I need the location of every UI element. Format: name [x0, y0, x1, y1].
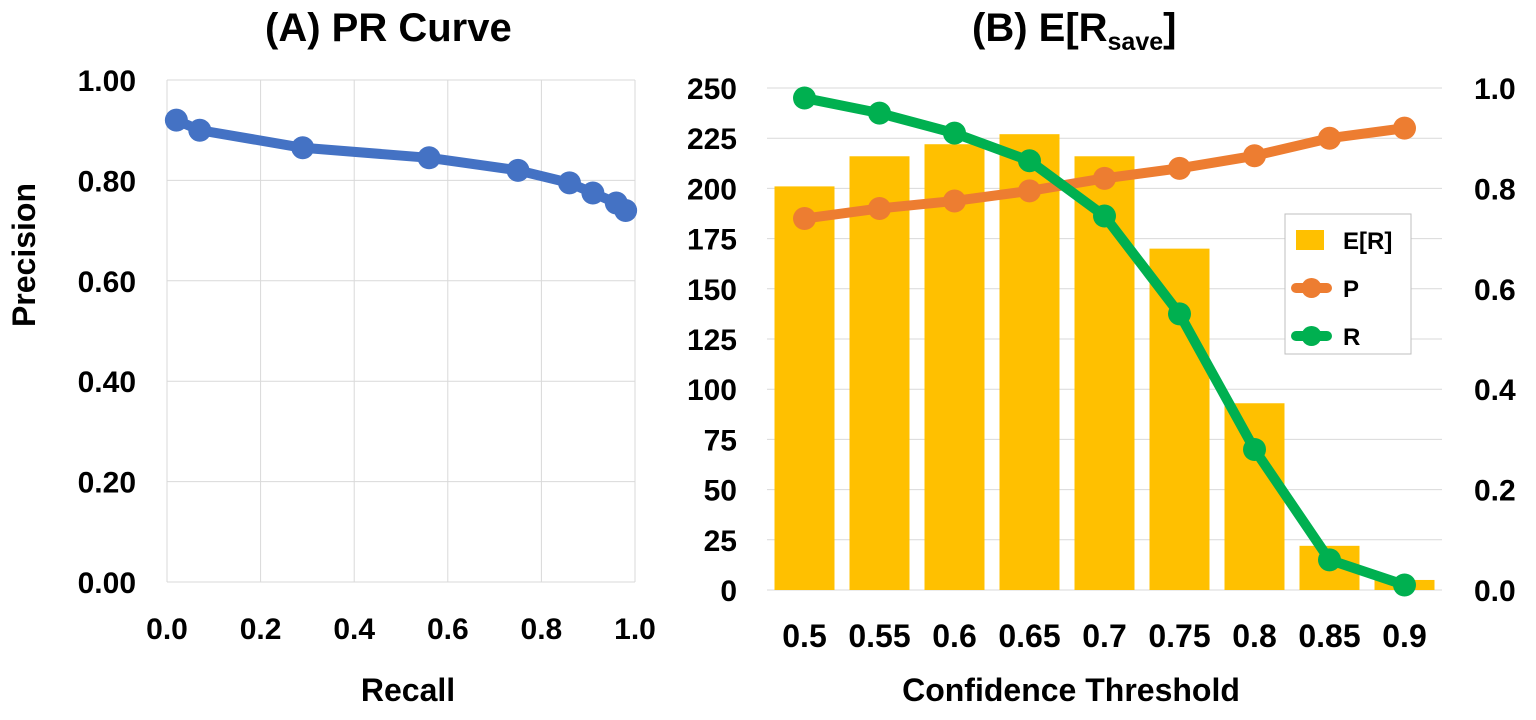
chart-b-y2-tick-label: 0.6: [1474, 274, 1516, 307]
chart-b-point-p: [1318, 126, 1341, 150]
chart-b-point-p: [868, 196, 891, 220]
chart-b-legend-label: P: [1343, 276, 1359, 303]
chart-b-legend-label: R: [1343, 324, 1360, 351]
chart-b-point-r: [868, 101, 891, 125]
chart-b-point-r: [943, 121, 966, 145]
chart-b-bar: [999, 134, 1060, 590]
chart-b-point-p: [1018, 179, 1041, 203]
chart-a-x-tick-label: 1.0: [614, 613, 656, 646]
chart-b-point-p: [793, 207, 816, 231]
chart-b-y2-tick-label: 1.0: [1474, 73, 1516, 106]
chart-b-y2-tick-label: 0.8: [1474, 173, 1516, 206]
chart-b-point-p: [1393, 116, 1416, 140]
chart-b-point-r: [1018, 149, 1041, 173]
chart-b-y-tick-label: 100: [687, 374, 737, 407]
chart-b-point-p: [943, 189, 966, 213]
chart-b-x-tick-label: 0.55: [848, 618, 910, 654]
chart-a-y-tick-label: 0.00: [78, 567, 136, 600]
chart-b-x-tick-label: 0.7: [1082, 618, 1126, 654]
chart-a-y-tick-label: 0.80: [78, 165, 136, 198]
chart-a-y-tick-label: 0.40: [78, 366, 136, 399]
chart-b-x-tick-label: 0.65: [998, 618, 1060, 654]
chart-b-y-tick-label: 250: [687, 73, 737, 106]
chart-b-y-tick-label: 225: [687, 123, 737, 156]
chart-a-x-tick-label: 0.2: [240, 613, 282, 646]
chart-b-point-r: [793, 86, 816, 110]
chart-b-bar: [924, 144, 985, 590]
chart-b-x-tick-label: 0.75: [1148, 618, 1210, 654]
chart-a-data-point: [291, 136, 315, 160]
chart-a-x-tick-label: 0.0: [146, 613, 188, 646]
chart-b-point-r: [1393, 573, 1416, 597]
chart-b-x-tick-label: 0.85: [1298, 618, 1360, 654]
chart-b-legend-label: E[R]: [1343, 228, 1392, 255]
chart-b-x-tick-label: 0.8: [1232, 618, 1276, 654]
chart-b-y-tick-label: 150: [687, 274, 737, 307]
chart-b-title-end: ]: [1163, 6, 1177, 50]
chart-b-title: (B) E[Rsave]: [972, 6, 1176, 57]
chart-b-legend-swatch-marker: [1301, 278, 1322, 298]
chart-b-bar: [1224, 403, 1285, 590]
chart-a-data-point: [164, 108, 188, 132]
chart-b-title-main: (B) E[R: [972, 6, 1108, 50]
chart-b-x-tick-label: 0.9: [1382, 618, 1426, 654]
chart-b-bar: [1149, 248, 1210, 590]
chart-a-x-tick-label: 0.8: [521, 613, 563, 646]
chart-a-data-point: [506, 158, 530, 182]
chart-a-data-point: [188, 118, 212, 142]
chart-b-legend-swatch-bar: [1296, 230, 1324, 250]
chart-b-legend-swatch-marker: [1301, 326, 1322, 346]
chart-b-y-tick-label: 25: [704, 525, 737, 558]
chart-b-title-sub: save: [1107, 28, 1164, 56]
chart-b-y-tick-label: 200: [687, 173, 737, 206]
chart-b-point-r: [1318, 548, 1341, 572]
chart-b-x-tick-label: 0.6: [932, 618, 976, 654]
chart-a-title: (A) PR Curve: [265, 6, 512, 50]
chart-a-y-tick-label: 0.20: [78, 467, 136, 500]
chart-b-x-tick-label: 0.5: [782, 618, 826, 654]
chart-b-bar: [849, 156, 910, 590]
chart-b-point-p: [1243, 144, 1266, 168]
chart-b-y-tick-label: 75: [704, 424, 737, 457]
chart-b-y2-tick-label: 0.0: [1474, 575, 1516, 608]
chart-a-y-tick-label: 0.60: [78, 266, 136, 299]
chart-b-point-r: [1168, 302, 1191, 326]
chart-b-bar: [774, 186, 835, 590]
chart-b-point-r: [1093, 204, 1116, 228]
chart-b-bar: [1074, 156, 1135, 590]
chart-a-series-line: [171, 115, 631, 216]
chart-a-data-point: [557, 171, 581, 195]
chart-b-y2-tick-label: 0.2: [1474, 475, 1516, 508]
chart-a-y-axis-label: Precision: [6, 183, 42, 327]
chart-b-y-tick-label: 175: [687, 224, 737, 257]
chart-a-x-axis-label: Recall: [361, 672, 455, 708]
chart-a-data-point: [417, 146, 441, 170]
chart-b-point-p: [1093, 166, 1116, 190]
chart-a-x-tick-label: 0.4: [333, 613, 375, 646]
chart-b-point-p: [1168, 156, 1191, 180]
chart-a-y-tick-label: 1.00: [78, 65, 136, 98]
chart-a-data-point: [614, 199, 638, 223]
chart-b-x-axis-label: Confidence Threshold: [902, 672, 1240, 708]
chart-b-y-tick-label: 50: [704, 475, 737, 508]
chart-b-y-tick-label: 0: [720, 575, 737, 608]
chart-a-data-point: [581, 181, 605, 205]
chart-b-point-r: [1243, 437, 1266, 461]
chart-a-x-tick-label: 0.6: [427, 613, 469, 646]
chart-b-y-tick-label: 125: [687, 324, 737, 357]
chart-b-y2-tick-label: 0.4: [1474, 374, 1516, 407]
